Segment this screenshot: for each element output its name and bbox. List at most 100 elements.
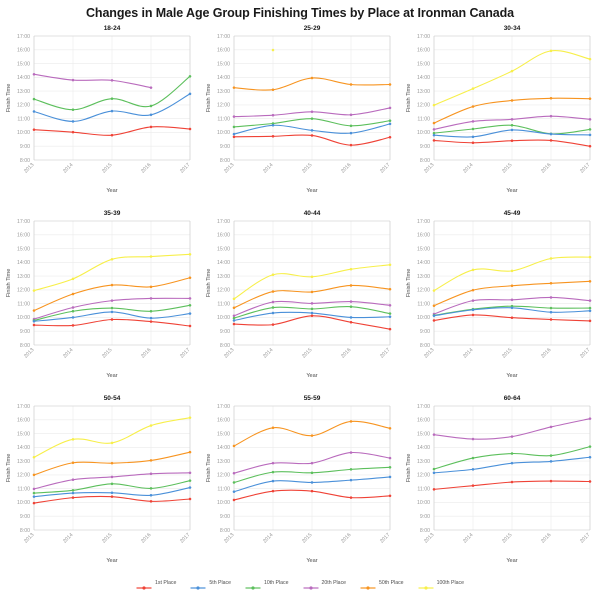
data-point bbox=[549, 306, 553, 310]
y-tick-label: 9:00 bbox=[420, 329, 430, 335]
data-point bbox=[588, 299, 592, 302]
y-tick-label: 9:00 bbox=[20, 329, 30, 335]
data-point bbox=[149, 459, 153, 462]
subplot-title: 25-29 bbox=[304, 25, 321, 32]
data-point bbox=[588, 309, 592, 313]
data-point bbox=[188, 92, 192, 96]
y-tick-label: 14:00 bbox=[17, 75, 30, 81]
y-tick-label: 9:00 bbox=[20, 514, 30, 520]
data-point bbox=[110, 283, 114, 287]
data-point bbox=[310, 307, 314, 311]
legend-item-10th-place[interactable]: 10th Place bbox=[245, 579, 289, 590]
data-point bbox=[388, 263, 392, 267]
data-point bbox=[510, 139, 514, 143]
data-point bbox=[549, 296, 553, 299]
legend-item-1st-place[interactable]: 1st Place bbox=[136, 579, 176, 590]
x-tick-label: 2017 bbox=[579, 532, 591, 544]
data-point bbox=[232, 319, 236, 322]
x-axis-title: Year bbox=[106, 373, 117, 379]
data-point bbox=[471, 105, 475, 108]
data-point bbox=[232, 125, 236, 129]
data-point bbox=[310, 110, 314, 114]
data-point bbox=[549, 49, 553, 53]
y-tick-label: 8:00 bbox=[220, 343, 230, 349]
data-point bbox=[510, 69, 514, 73]
data-point bbox=[310, 311, 314, 315]
legend-label: 100th Place bbox=[436, 580, 464, 586]
subplot-50-54: 50-54 8:00 9:00 10:00 11:00 12:00 13:00 14:00 15… bbox=[0, 390, 200, 575]
x-axis-title: Year bbox=[306, 188, 317, 194]
data-point bbox=[71, 316, 75, 319]
data-point bbox=[549, 139, 553, 142]
x-axis-title: Year bbox=[306, 558, 317, 564]
y-axis-title: Finish Time bbox=[6, 454, 12, 483]
data-point bbox=[349, 451, 353, 454]
data-point bbox=[588, 306, 592, 310]
y-tick-label: 12:00 bbox=[217, 473, 230, 479]
x-axis-title: Year bbox=[506, 373, 517, 379]
legend-item-20th-place[interactable]: 20th Place bbox=[303, 579, 346, 590]
data-point bbox=[232, 498, 236, 502]
data-point bbox=[271, 123, 275, 127]
data-point bbox=[471, 299, 475, 302]
y-axis-title: Finish Time bbox=[6, 269, 12, 298]
y-tick-label: 10:00 bbox=[417, 130, 430, 136]
y-tick-label: 12:00 bbox=[17, 103, 30, 109]
data-point bbox=[71, 491, 75, 495]
data-point bbox=[188, 297, 192, 300]
data-point bbox=[471, 288, 475, 292]
y-tick-label: 12:00 bbox=[17, 288, 30, 294]
y-tick-label: 11:00 bbox=[417, 301, 430, 307]
y-tick-label: 17:00 bbox=[417, 219, 430, 225]
data-point bbox=[349, 420, 353, 423]
legend-item-100th-place[interactable]: 100th Place bbox=[418, 579, 464, 590]
y-tick-label: 8:00 bbox=[20, 528, 30, 534]
y-tick-label: 14:00 bbox=[217, 260, 230, 266]
y-tick-label: 13:00 bbox=[217, 274, 230, 280]
x-tick-label: 2017 bbox=[179, 162, 191, 174]
x-tick-label: 2013 bbox=[223, 162, 235, 174]
subplot-title: 40-44 bbox=[304, 210, 321, 217]
y-tick-label: 14:00 bbox=[17, 445, 30, 451]
x-tick-label: 2013 bbox=[23, 162, 35, 174]
legend-swatch-icon bbox=[136, 579, 152, 590]
data-point bbox=[149, 113, 153, 117]
x-tick-label: 2013 bbox=[423, 162, 435, 174]
data-point bbox=[32, 319, 36, 323]
y-tick-label: 16:00 bbox=[417, 48, 430, 54]
data-point bbox=[588, 255, 592, 259]
y-tick-label: 17:00 bbox=[17, 404, 30, 410]
data-point bbox=[388, 119, 392, 123]
legend-item-50th-place[interactable]: 50th Place bbox=[360, 579, 404, 590]
data-point bbox=[188, 450, 192, 454]
y-tick-label: 16:00 bbox=[417, 233, 430, 239]
data-point bbox=[32, 97, 36, 101]
data-point bbox=[188, 479, 192, 483]
data-point bbox=[232, 86, 236, 90]
x-tick-label: 2014 bbox=[262, 347, 274, 359]
x-tick-label: 2016 bbox=[340, 347, 352, 359]
data-point bbox=[388, 287, 392, 291]
y-tick-label: 11:00 bbox=[217, 116, 230, 122]
data-point bbox=[588, 455, 592, 459]
data-point bbox=[110, 310, 114, 314]
data-point bbox=[588, 128, 592, 131]
data-point bbox=[349, 478, 353, 482]
y-tick-label: 17:00 bbox=[217, 34, 230, 40]
y-tick-label: 15:00 bbox=[217, 431, 230, 437]
data-point bbox=[388, 122, 392, 126]
data-point bbox=[310, 481, 314, 484]
y-tick-label: 10:00 bbox=[417, 315, 430, 321]
x-tick-label: 2016 bbox=[140, 347, 152, 359]
data-point bbox=[432, 304, 436, 308]
data-point bbox=[549, 281, 553, 285]
x-tick-label: 2014 bbox=[462, 347, 474, 359]
data-point bbox=[349, 131, 353, 135]
data-point bbox=[432, 433, 436, 437]
legend-item-5th-place[interactable]: 5th Place bbox=[190, 579, 231, 590]
data-point bbox=[188, 312, 192, 315]
data-point bbox=[232, 322, 236, 326]
y-tick-label: 12:00 bbox=[417, 103, 430, 109]
data-point bbox=[32, 110, 36, 113]
x-tick-label: 2017 bbox=[579, 162, 591, 174]
